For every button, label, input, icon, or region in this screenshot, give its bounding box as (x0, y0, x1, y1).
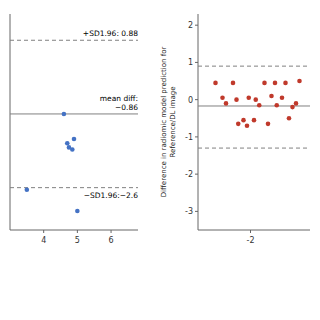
y-axis-line (10, 14, 11, 230)
point (75, 209, 80, 214)
y-tick-label: -3 (185, 207, 193, 216)
point (269, 94, 274, 99)
y-axis-line (198, 14, 199, 230)
point (234, 97, 239, 102)
plot-area (198, 66, 310, 148)
chart-root: 4 5 6 +SD1.96: 0.88 mean diff:−0.86 −SD1.96:−… (0, 0, 320, 320)
x-tick-label: -2 (247, 236, 255, 245)
panel: 4 5 6 +SD1.96: 0.88 mean diff:−0.86 −SD1.96:−… (10, 14, 138, 245)
reference-line (10, 40, 138, 41)
x-tick-label: 5 (75, 236, 80, 245)
y-tick-label: -2 (185, 170, 193, 179)
y-tick-label: -1 (185, 133, 193, 142)
y-axis-label-line: Reference/DL image (169, 87, 177, 158)
point (62, 112, 67, 117)
point (72, 137, 77, 142)
point (231, 81, 236, 86)
annotation-line: −SD1.96:−2.6 (84, 191, 138, 200)
reference-line (10, 113, 138, 114)
point (297, 79, 302, 84)
y-axis-label: Difference in radiomic model prediction … (160, 47, 177, 198)
point (245, 123, 250, 128)
point (252, 118, 257, 123)
reference-line (198, 66, 310, 67)
annotation-line: +SD1.96: 0.88 (83, 29, 138, 38)
panel: -3 -2 -1 0 1 2 -2 Difference in radiomic model … (160, 14, 310, 245)
point (274, 103, 279, 108)
point (283, 81, 288, 86)
point (241, 118, 246, 123)
annotation-line: mean diff: (100, 94, 138, 103)
y-tick-label: 2 (188, 21, 193, 30)
y-axis-label-line: Difference in radiomic model prediction … (160, 47, 168, 198)
y-tick-label: 1 (188, 58, 193, 67)
point (262, 81, 267, 86)
point (65, 141, 70, 146)
plot-area (10, 40, 138, 213)
y-tick-label: 0 (188, 96, 193, 105)
point (246, 95, 251, 100)
point (213, 81, 218, 86)
point (290, 105, 295, 110)
point (220, 95, 225, 100)
reference-line (10, 187, 138, 188)
point (280, 95, 285, 100)
point (70, 147, 75, 152)
x-tick-label: 6 (109, 236, 114, 245)
annotation: −SD1.96:−2.6 (84, 191, 138, 200)
point (273, 81, 278, 86)
x-tick-label: 4 (41, 236, 46, 245)
point (224, 101, 229, 106)
point (253, 97, 258, 102)
point (257, 103, 262, 108)
point (266, 122, 271, 127)
point (236, 122, 241, 127)
point (287, 116, 292, 121)
x-axis-line (10, 230, 138, 231)
point (25, 187, 30, 192)
x-axis-line (198, 230, 310, 231)
annotation: mean diff:−0.86 (100, 94, 138, 112)
reference-line (198, 148, 310, 149)
annotation-line: −0.86 (115, 103, 138, 112)
point (294, 101, 299, 106)
annotation: +SD1.96: 0.88 (83, 29, 138, 38)
